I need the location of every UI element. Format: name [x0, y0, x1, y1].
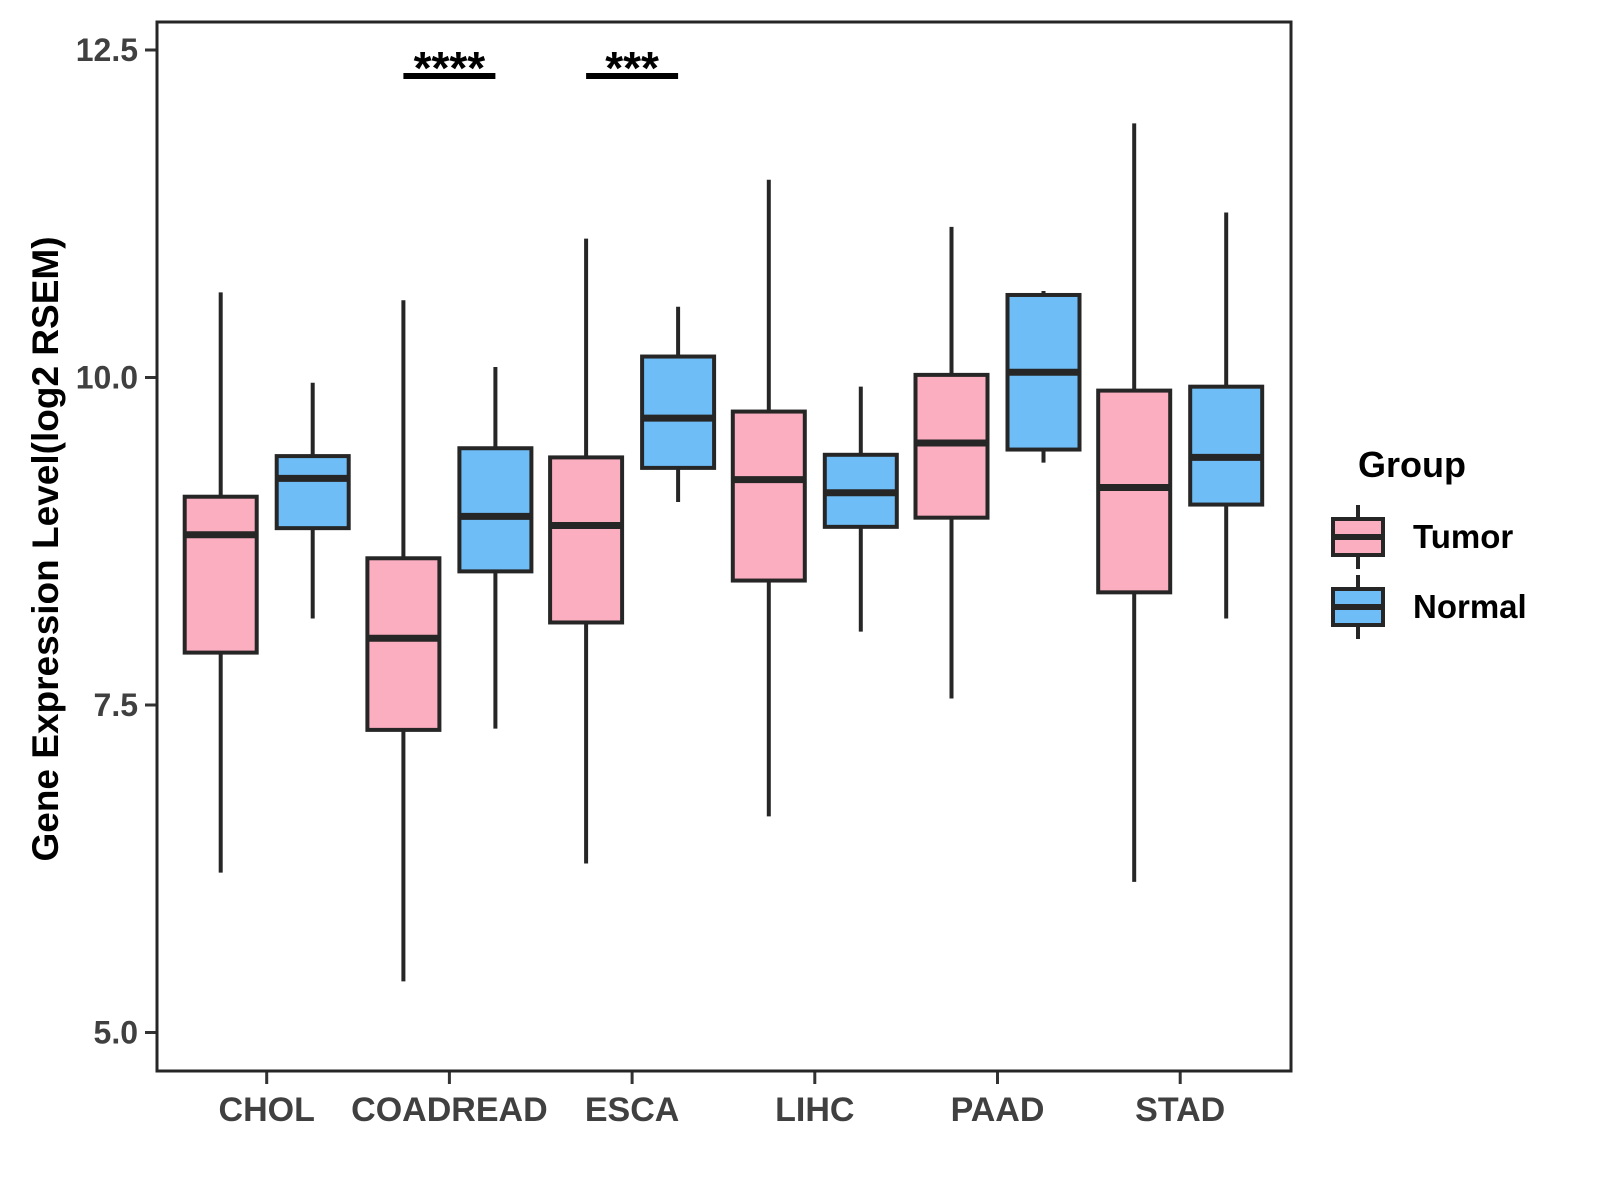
legend-title: Group: [1358, 444, 1466, 485]
box-ESCA-Tumor: [548, 238, 625, 864]
x-tick-label: STAD: [1135, 1091, 1225, 1129]
iqr-box: [274, 454, 351, 531]
plot-panel-border: [155, 20, 1293, 1073]
iqr-box: [1188, 384, 1265, 507]
x-tick-label: CHOL: [219, 1091, 315, 1129]
legend-label-normal: Normal: [1413, 588, 1527, 625]
normal-boxplot-glyph-icon: [1331, 575, 1385, 639]
iqr-box: [457, 446, 534, 574]
box-CHOL-Normal: [274, 382, 351, 619]
significance-stars: ***: [605, 42, 659, 94]
iqr-box: [640, 354, 717, 470]
x-tick-label: LIHC: [775, 1091, 854, 1129]
box-PAAD-Tumor: [913, 226, 990, 699]
y-tick-label: 12.5: [76, 32, 138, 68]
iqr-box: [730, 409, 807, 583]
y-tick-label: 5.0: [94, 1015, 138, 1051]
tumor-boxplot-glyph-icon: [1331, 505, 1385, 569]
y-tick-label: 7.5: [94, 687, 138, 723]
box-LIHC-Normal: [822, 386, 899, 632]
box-COADREAD-Normal: [457, 367, 534, 729]
legend-item-normal: Normal: [1330, 572, 1527, 642]
iqr-box: [1096, 388, 1173, 595]
legend: Group Tumor Normal: [1330, 444, 1527, 642]
x-tick-label: PAAD: [951, 1091, 1045, 1129]
x-tick-label: COADREAD: [351, 1091, 547, 1129]
box-LIHC-Tumor: [730, 179, 807, 817]
y-axis-title: Gene Expression Level(log2 RSEM): [25, 236, 66, 862]
box-ESCA-Normal: [640, 306, 717, 502]
iqr-box: [548, 455, 625, 625]
legend-item-tumor: Tumor: [1330, 502, 1527, 572]
box-STAD-Normal: [1188, 212, 1265, 619]
x-tick-label: ESCA: [585, 1091, 679, 1129]
box-STAD-Tumor: [1096, 123, 1173, 882]
iqr-box: [182, 494, 259, 655]
box-PAAD-Normal: [1005, 291, 1082, 463]
iqr-box: [365, 556, 442, 732]
legend-label-tumor: Tumor: [1413, 518, 1514, 555]
significance-stars: ****: [414, 42, 486, 94]
box-CHOL-Tumor: [182, 292, 259, 873]
y-tick-label: 10.0: [76, 360, 138, 396]
box-COADREAD-Tumor: [365, 300, 442, 982]
